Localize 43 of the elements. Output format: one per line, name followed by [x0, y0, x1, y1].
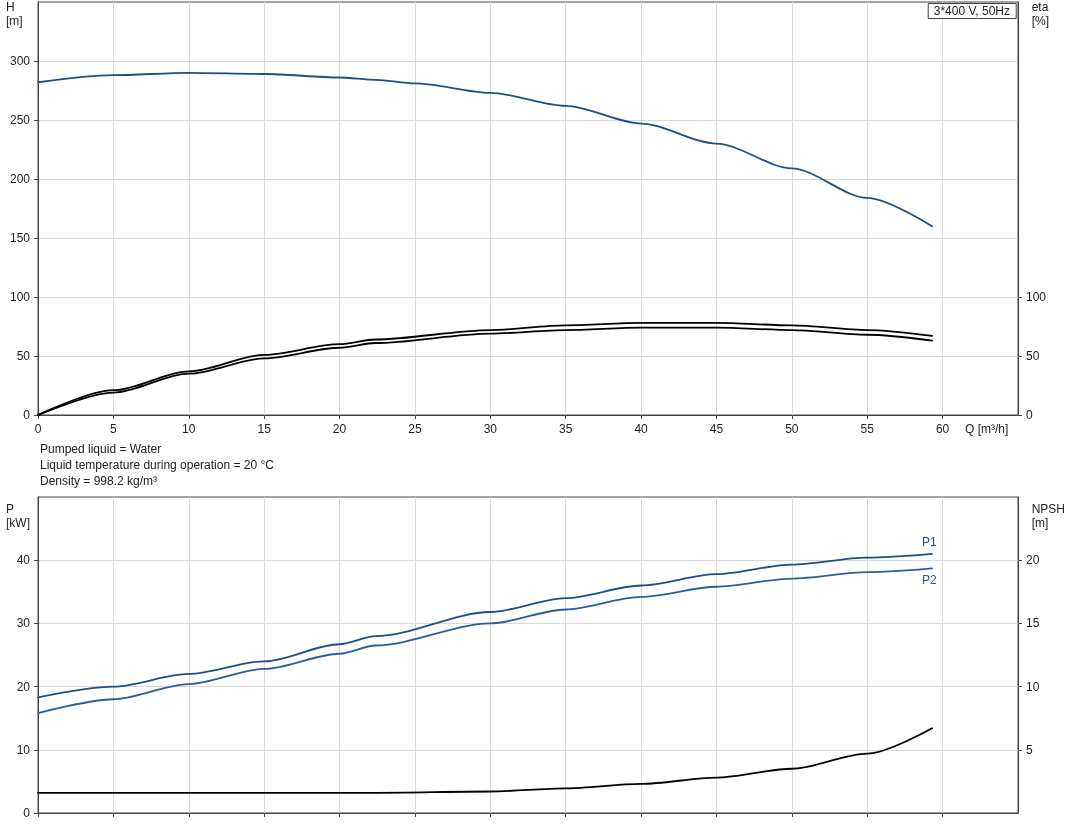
text: Liquid temperature during operation = 20 °C [40, 458, 275, 472]
y2-tick-label: 0 [1026, 408, 1033, 422]
x-tick-label: 20 [332, 422, 347, 436]
y-axis-title: P [kW] [6, 502, 30, 530]
y-tick-label: 0 [23, 408, 31, 422]
text: Density = 998.2 kg/m³ [40, 474, 158, 488]
y-tick-label: 250 [9, 113, 31, 127]
y-tick-label: 150 [9, 231, 31, 245]
x-tick-label: 5 [110, 422, 118, 436]
y2-axis-title: eta [%] [1031, 0, 1050, 28]
y2-tick-label: 20 [1026, 553, 1040, 568]
series-label: P1 [922, 534, 938, 549]
y-axis-title: H [m] [6, 0, 23, 28]
x-tick-label: 10 [182, 422, 196, 436]
y2-axis-title: NPSH [m] [1031, 502, 1065, 530]
text: Pumped liquid = Water [40, 442, 162, 456]
x-tick-label: 30 [483, 422, 498, 436]
x-tick-label: 15 [257, 422, 272, 436]
x-tick-label: 35 [559, 422, 573, 436]
y2-tick-label: 10 [1026, 679, 1040, 694]
x-tick-label: 60 [935, 422, 950, 436]
y-tick-label: 0 [23, 806, 31, 820]
y-tick-label: 100 [9, 290, 31, 304]
y-tick-label: 200 [9, 172, 31, 186]
x-tick-label: 40 [634, 422, 649, 436]
x-tick-label: 45 [709, 422, 724, 436]
y-tick-label: 20 [16, 679, 31, 694]
y2-tick-label: 5 [1026, 742, 1033, 757]
x-tick-label: 50 [785, 422, 799, 436]
y2-tick-label: 15 [1026, 616, 1040, 631]
y2-tick-label: 50 [1026, 349, 1040, 363]
chart-title: 3*400 V, 50Hz [933, 4, 1011, 18]
x-tick-label: 55 [860, 422, 875, 436]
y2-tick-label: 100 [1026, 290, 1047, 304]
series-label: P2 [922, 573, 938, 588]
y-tick-label: 50 [16, 349, 31, 363]
x-axis-title: Q [m³/h] [965, 422, 1009, 436]
y-tick-label: 30 [16, 616, 31, 631]
x-tick-label: 25 [408, 422, 422, 436]
y-tick-label: 40 [16, 553, 31, 568]
y-tick-label: 300 [9, 54, 31, 68]
y-tick-label: 10 [16, 742, 31, 757]
x-tick-label: 0 [34, 422, 42, 436]
